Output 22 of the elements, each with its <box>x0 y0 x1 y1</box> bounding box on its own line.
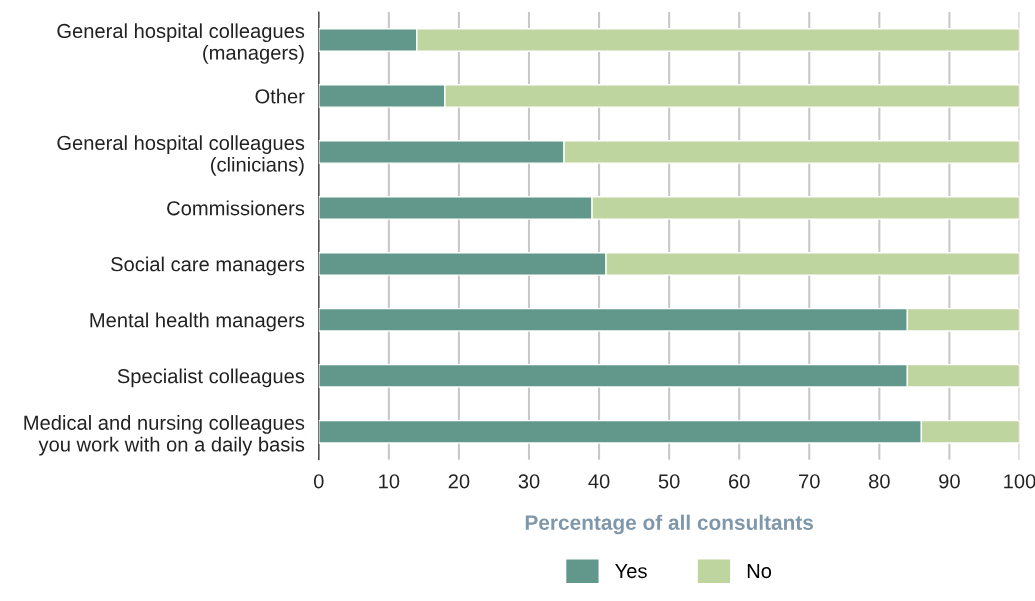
x-tick-label: 30 <box>518 474 540 489</box>
y-tick-label: Social care managers <box>111 256 305 276</box>
y-tick-label: Medical and nursing colleagues you work with on a daily basis <box>24 415 305 456</box>
legend-label: Yes <box>615 564 647 579</box>
y-tick-label: General hospital colleagues (clinicians) <box>57 135 305 176</box>
x-tick-label: 10 <box>379 474 400 489</box>
x-tick-label: 100 <box>1004 474 1035 489</box>
y-tick-label: Specialist colleagues <box>117 368 305 388</box>
x-tick-label: 60 <box>729 474 750 489</box>
y-tick-label: Mental health managers <box>90 312 305 332</box>
y-tick-label: General hospital colleagues (managers) <box>57 23 305 64</box>
x-tick-label: 0 <box>313 474 324 489</box>
x-tick-label: 80 <box>869 474 890 489</box>
y-tick-label: Commissioners <box>167 200 305 216</box>
y-tick-label: Other <box>255 88 305 104</box>
x-tick-label: 50 <box>658 474 680 489</box>
x-tick-label: 40 <box>588 474 610 489</box>
x-tick-label: 70 <box>799 474 820 489</box>
x-axis-title: Percentage of all consultants <box>525 514 813 535</box>
legend-label: No <box>747 564 772 579</box>
x-tick-label: 90 <box>939 474 960 489</box>
x-tick-label: 20 <box>448 474 470 489</box>
